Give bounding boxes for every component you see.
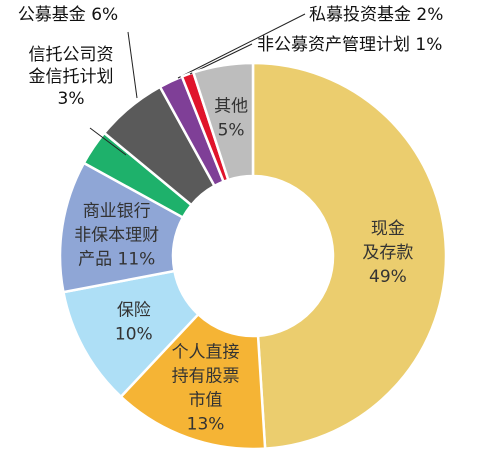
slice-label-5: 信托公司资金信托计划 3%	[29, 45, 114, 109]
slice-label-line: 持有股票	[172, 367, 240, 387]
slice-label-line: 3%	[58, 89, 85, 109]
slice-label-line: 非公募资产管理计划 1%	[257, 35, 442, 55]
slice-label-line: 私募投资基金 2%	[309, 5, 443, 25]
slice-9	[191, 61, 255, 182]
slice-label-line: 保险	[117, 301, 151, 321]
slice-label-line: 公募基金 6%	[18, 5, 118, 25]
slice-label-line: 其他	[214, 97, 248, 117]
slice-label-line: 10%	[115, 325, 153, 345]
slice-label-line: 商业银行	[83, 201, 151, 221]
slice-1	[251, 61, 448, 450]
slice-2	[119, 312, 267, 451]
slice-label-line: 金信托计划	[29, 67, 114, 87]
slice-label-8: 非公募资产管理计划 1%	[257, 35, 442, 55]
slice-label-2: 个人直接持有股票市值 13%	[172, 343, 240, 435]
slice-label-9: 其他 5%	[214, 97, 248, 141]
slice-label-7: 私募投资基金 2%	[309, 5, 443, 25]
slice-label-line: 现金	[371, 219, 405, 239]
slice-label-line: 13%	[187, 415, 225, 435]
slice-label-line: 市值	[189, 391, 223, 411]
leader-line-8	[189, 43, 253, 75]
slice-label-6: 公募基金 6%	[18, 5, 118, 25]
slice-label-4: 商业银行非保本理财产品 11%	[74, 201, 159, 269]
slice-label-1: 现金及存款 49%	[362, 219, 413, 287]
slice-label-line: 5%	[218, 121, 245, 141]
slice-label-3: 保险 10%	[115, 301, 153, 345]
slice-label-line: 非保本理财	[74, 225, 159, 245]
slice-label-line: 产品 11%	[78, 249, 155, 269]
slice-label-line: 个人直接	[172, 343, 240, 363]
slice-label-line: 49%	[369, 267, 407, 287]
leader-line-6	[127, 31, 138, 99]
leader-line-5	[89, 127, 127, 156]
leader-line-7	[177, 13, 306, 79]
slice-label-line: 信托公司资	[29, 45, 114, 65]
slice-label-line: 及存款	[362, 243, 413, 263]
